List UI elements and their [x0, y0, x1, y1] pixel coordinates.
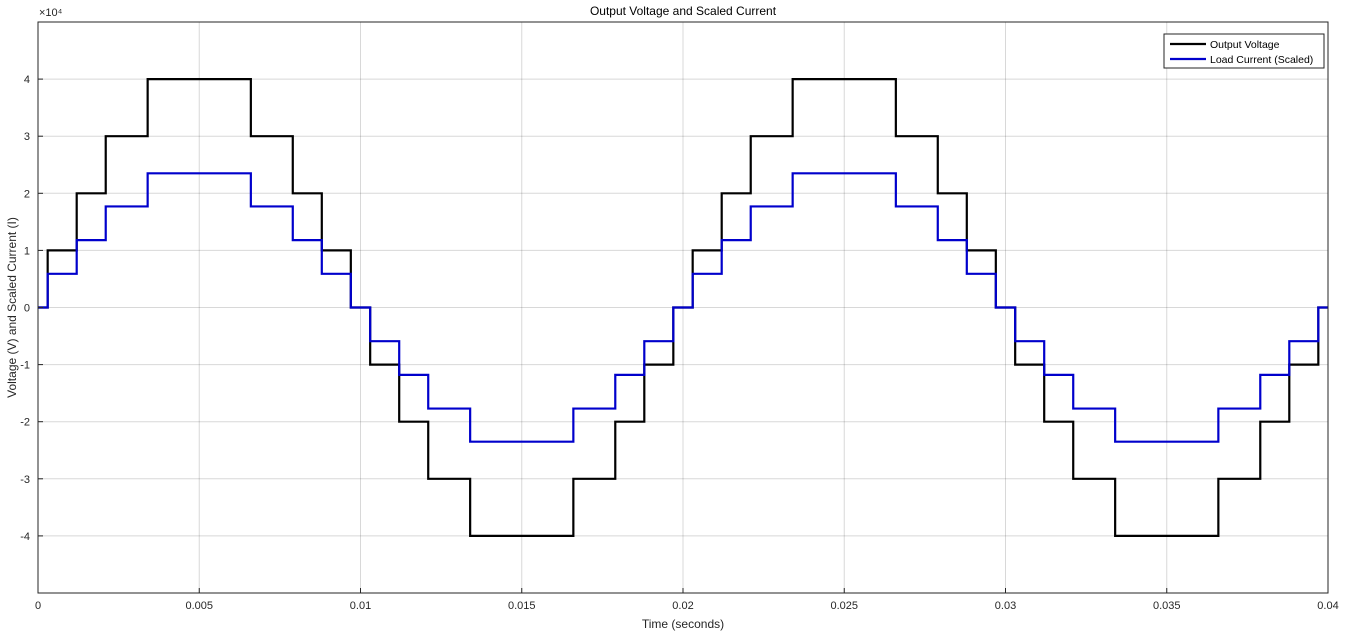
y-axis: -4 -3 -2 -1 0 1 2 3 4: [20, 74, 43, 543]
y-tick-label: 4: [24, 74, 30, 86]
y-axis-label: Voltage (V) and Scaled Current (I): [5, 217, 19, 398]
y-tick-label: 1: [24, 245, 30, 257]
x-tick-label: 0.005: [185, 600, 213, 612]
legend: Output Voltage Load Current (Scaled): [1163, 33, 1325, 69]
x-tick-label: 0.02: [672, 600, 693, 612]
x-tick-label: 0.04: [1317, 600, 1338, 612]
x-tick-label: 0.035: [1153, 600, 1181, 612]
y-tick-label: 3: [24, 131, 30, 143]
series-layer: [38, 78, 1328, 537]
chart-title: Output Voltage and Scaled Current: [590, 4, 777, 18]
x-tick-label: 0: [35, 600, 41, 612]
y-exponent-label: ×10⁴: [39, 7, 63, 19]
y-tick-label: 2: [24, 188, 30, 200]
y-tick-label: 0: [24, 303, 30, 315]
x-tick-label: 0.015: [508, 600, 536, 612]
legend-box: [1163, 33, 1325, 69]
x-axis-label: Time (seconds): [642, 617, 724, 631]
legend-entry: Load Current (Scaled): [1210, 54, 1313, 66]
x-tick-label: 0.025: [830, 600, 858, 612]
series-line-2: [38, 172, 1328, 443]
x-tick-label: 0.03: [995, 600, 1016, 612]
y-tick-label: -2: [20, 417, 30, 429]
y-tick-label: -4: [20, 531, 30, 543]
legend-entry: Output Voltage: [1210, 39, 1280, 51]
x-tick-label: 0.01: [350, 600, 371, 612]
y-tick-label: -3: [20, 474, 30, 486]
x-axis: 0 0.005 0.01 0.015 0.02 0.025 0.03 0.035 0.04: [35, 588, 1339, 612]
y-tick-label: -1: [20, 360, 30, 372]
